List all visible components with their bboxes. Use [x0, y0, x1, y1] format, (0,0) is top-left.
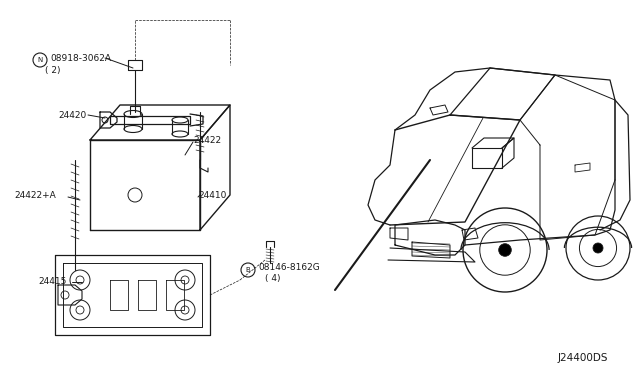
Circle shape [76, 276, 84, 284]
Text: ( 2): ( 2) [45, 65, 61, 74]
Text: 24410: 24410 [198, 190, 227, 199]
Ellipse shape [172, 117, 188, 123]
Circle shape [128, 188, 142, 202]
Circle shape [181, 276, 189, 284]
Circle shape [181, 306, 189, 314]
Text: ( 4): ( 4) [265, 273, 280, 282]
Text: J24400DS: J24400DS [558, 353, 609, 363]
Text: 24422: 24422 [193, 135, 221, 144]
Circle shape [499, 244, 511, 256]
Text: 08918-3062A: 08918-3062A [50, 54, 111, 62]
Circle shape [76, 306, 84, 314]
Circle shape [70, 300, 90, 320]
Circle shape [175, 270, 195, 290]
Text: N: N [37, 57, 43, 63]
Circle shape [579, 230, 616, 267]
Text: 24422+A: 24422+A [14, 190, 56, 199]
Text: 24415: 24415 [38, 278, 67, 286]
Circle shape [33, 53, 47, 67]
Text: B: B [246, 267, 250, 273]
Circle shape [480, 225, 530, 275]
Circle shape [463, 208, 547, 292]
Ellipse shape [124, 110, 142, 118]
Ellipse shape [124, 125, 142, 132]
Circle shape [70, 270, 90, 290]
Text: 08146-8162G: 08146-8162G [258, 263, 320, 273]
Circle shape [175, 300, 195, 320]
Circle shape [566, 216, 630, 280]
Circle shape [241, 263, 255, 277]
Circle shape [102, 117, 108, 123]
Text: 24420: 24420 [58, 110, 86, 119]
Circle shape [61, 291, 69, 299]
Circle shape [593, 243, 603, 253]
Ellipse shape [172, 131, 188, 137]
